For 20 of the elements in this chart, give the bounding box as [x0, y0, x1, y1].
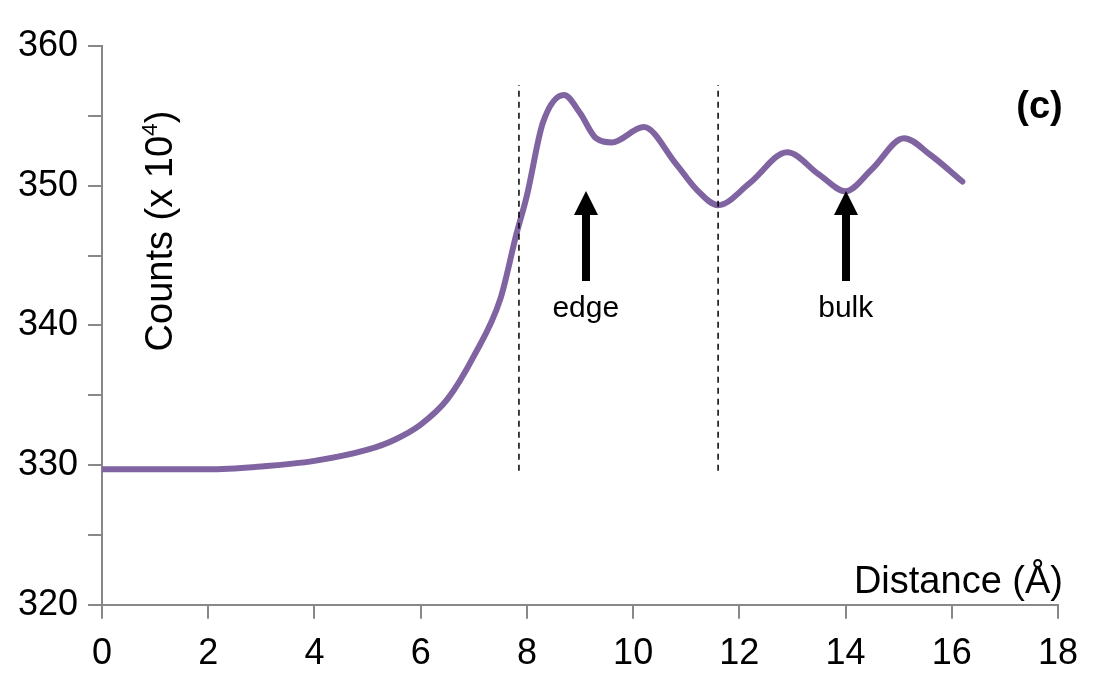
x-tick-label: 10: [613, 631, 654, 673]
x-tick-label: 14: [825, 631, 866, 673]
x-tick-label: 8: [516, 631, 537, 673]
x-tick-label: 18: [1037, 631, 1078, 673]
annotation: bulk: [818, 289, 875, 323]
y-tick-label: 330: [17, 442, 79, 484]
x-axis-title: Distance (Å): [853, 557, 1063, 601]
y-tick-label: 360: [17, 22, 79, 64]
y-tick-label: 340: [17, 302, 79, 344]
annotation: (c): [1016, 83, 1063, 126]
x-tick-label: 16: [931, 631, 972, 673]
x-tick-label: 2: [198, 631, 219, 673]
x-tick-label: 6: [410, 631, 431, 673]
y-tick-label: 350: [17, 162, 79, 204]
x-tick-label: 4: [304, 631, 325, 673]
y-tick-label: 320: [17, 581, 79, 623]
y-axis-title: Counts (x 104): [135, 110, 181, 352]
annotation: edge: [552, 289, 620, 323]
x-tick-label: 0: [92, 631, 113, 673]
x-tick-label: 12: [719, 631, 760, 673]
